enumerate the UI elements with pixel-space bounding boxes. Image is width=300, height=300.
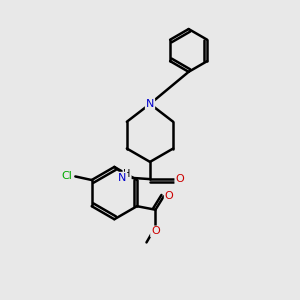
Text: N: N xyxy=(146,99,154,109)
Text: N: N xyxy=(146,99,154,109)
Text: O: O xyxy=(165,191,173,201)
Text: H: H xyxy=(123,169,131,179)
Text: O: O xyxy=(151,226,160,236)
Text: O: O xyxy=(175,174,184,184)
Text: N: N xyxy=(118,172,126,183)
Text: Cl: Cl xyxy=(61,172,72,182)
